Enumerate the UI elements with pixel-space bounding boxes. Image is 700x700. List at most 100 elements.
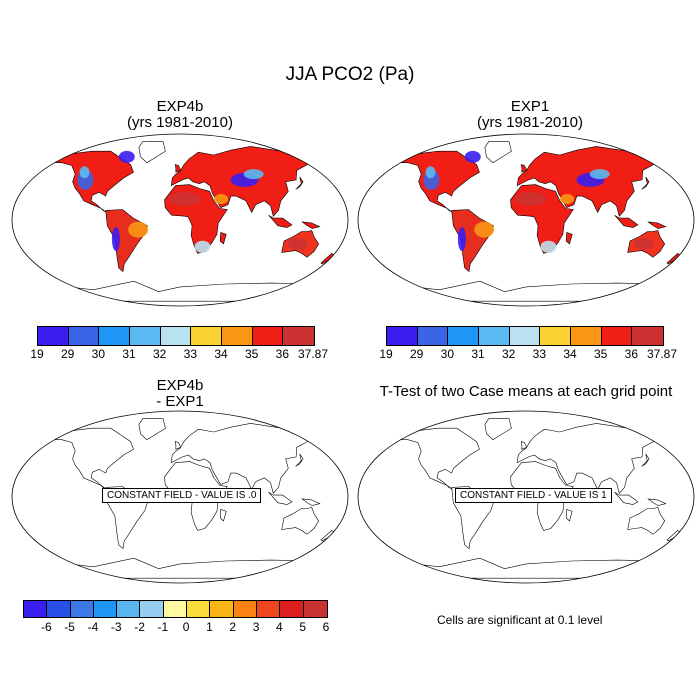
colorbar-difference bbox=[23, 600, 328, 618]
field-patch bbox=[168, 192, 201, 206]
land-indonesia bbox=[268, 491, 293, 505]
colorbar-tick-label: -3 bbox=[110, 620, 122, 634]
colorbar-swatch bbox=[448, 327, 479, 345]
field-patch bbox=[287, 237, 308, 250]
continents bbox=[43, 141, 336, 302]
colorbar-tick-label: 34 bbox=[563, 347, 577, 361]
colorbar-swatch bbox=[117, 601, 141, 617]
colorbar-difference-labels: -6 -5 -4 -3 -2 -1 0 1 2 3 4 5 6 bbox=[23, 620, 329, 634]
colorbar-tick-label: -2 bbox=[134, 620, 145, 634]
colorbar-tick-label: 34 bbox=[214, 347, 228, 361]
panel-title-diff: EXP4b - EXP1 bbox=[60, 378, 300, 410]
colorbar-swatch bbox=[129, 327, 161, 345]
colorbar-tick-label: -4 bbox=[87, 620, 99, 634]
colorbar-tick-label: 32 bbox=[501, 347, 516, 361]
colorbar-swatch bbox=[252, 327, 284, 345]
colorbar-swatch bbox=[191, 327, 222, 345]
colorbar-swatch bbox=[601, 327, 633, 345]
colorbar-swatch bbox=[93, 601, 118, 617]
field-patch bbox=[214, 194, 229, 204]
field-patch bbox=[457, 227, 466, 252]
land-japan bbox=[641, 453, 650, 467]
land-north-america bbox=[395, 427, 480, 490]
land-greenland bbox=[138, 141, 166, 164]
colorbar-swatch bbox=[160, 327, 192, 345]
land-japan bbox=[295, 453, 304, 467]
land-uk bbox=[520, 441, 528, 450]
land-indonesia bbox=[614, 491, 639, 505]
map-border bbox=[357, 410, 695, 584]
colorbar-swatch bbox=[478, 327, 510, 345]
continents bbox=[43, 418, 336, 579]
colorbar-swatch bbox=[417, 327, 449, 345]
land-australia bbox=[627, 507, 666, 535]
map-exp1 bbox=[357, 133, 695, 307]
colorbar-tick-label: -1 bbox=[157, 620, 169, 634]
land-uk bbox=[174, 164, 182, 173]
panel-title-line1: EXP4b bbox=[156, 377, 204, 394]
colorbar-tick-label: 29 bbox=[60, 347, 75, 361]
colorbar-swatch bbox=[47, 601, 71, 617]
colorbar-swatch bbox=[509, 327, 541, 345]
figure-title: JJA PCO2 (Pa) bbox=[285, 64, 415, 85]
colorbar-swatch bbox=[68, 327, 100, 345]
field-patch bbox=[111, 227, 120, 252]
field-patch bbox=[194, 240, 211, 253]
colorbar-swatch bbox=[24, 601, 48, 617]
colorbar-swatch bbox=[233, 601, 257, 617]
colorbar-swatch bbox=[163, 601, 188, 617]
colorbar-tick-label: 19 bbox=[379, 347, 393, 361]
land-japan bbox=[641, 176, 650, 190]
field-patch bbox=[118, 150, 135, 163]
land-new-guinea bbox=[647, 221, 667, 229]
colorbar-tick-label: 35 bbox=[244, 347, 259, 361]
land-indonesia bbox=[614, 214, 639, 228]
colorbar-exp1 bbox=[386, 326, 664, 346]
panel-title-ttest: T-Test of two Case means at each grid po… bbox=[379, 383, 673, 400]
land-greenland bbox=[484, 418, 512, 441]
panel-title-line2: - EXP1 bbox=[156, 393, 204, 410]
colorbar-tick-label: 29 bbox=[409, 347, 424, 361]
colorbar-tick-label: 36 bbox=[624, 347, 639, 361]
colorbar-tick-label: 37.87 bbox=[646, 347, 678, 361]
colorbar-exp4b bbox=[37, 326, 315, 346]
panel-title-line1: EXP4b bbox=[156, 98, 204, 115]
field-patch bbox=[128, 221, 149, 238]
panel-title-exp4b: EXP4b (yrs 1981-2010) bbox=[60, 99, 300, 131]
map-border bbox=[357, 133, 695, 307]
land-madagascar bbox=[219, 508, 227, 522]
panel-title-line2: (yrs 1981-2010) bbox=[127, 114, 233, 131]
colorbar-exp4b-labels: 19 29 30 31 32 33 34 35 36 37.87 bbox=[30, 347, 328, 361]
colorbar-swatch bbox=[256, 601, 281, 617]
constant-field-label-ttest: CONSTANT FIELD - VALUE IS 1 bbox=[455, 488, 612, 503]
colorbar-tick-label: 37.87 bbox=[297, 347, 329, 361]
colorbar-tick-label: 1 bbox=[206, 620, 213, 634]
constant-field-label-diff: CONSTANT FIELD - VALUE IS .0 bbox=[102, 488, 262, 503]
colorbar-swatch bbox=[280, 601, 304, 617]
field-patch bbox=[540, 240, 557, 253]
land-europe-asia bbox=[516, 423, 660, 494]
field-patch bbox=[79, 166, 90, 179]
land-europe-asia bbox=[170, 423, 314, 494]
colorbar-swatch bbox=[140, 601, 164, 617]
land-antarctica bbox=[389, 280, 663, 302]
land-new-guinea bbox=[301, 498, 321, 506]
colorbar-tick-label: 36 bbox=[275, 347, 290, 361]
land-madagascar bbox=[565, 231, 573, 245]
field-patch bbox=[514, 192, 547, 206]
land-japan bbox=[295, 176, 304, 190]
colorbar-swatch bbox=[38, 327, 69, 345]
colorbar-tick-label: -5 bbox=[64, 620, 75, 634]
colorbar-swatch bbox=[303, 601, 327, 617]
colorbar-tick-label: 31 bbox=[471, 347, 485, 361]
colorbar-swatch bbox=[221, 327, 253, 345]
colorbar-swatch bbox=[210, 601, 234, 617]
land-madagascar bbox=[219, 231, 227, 245]
colorbar-tick-label: 33 bbox=[183, 347, 198, 361]
land-new-guinea bbox=[301, 221, 321, 229]
colorbar-tick-label: 33 bbox=[532, 347, 547, 361]
colorbar-tick-label: 3 bbox=[252, 620, 260, 634]
colorbar-exp1-labels: 19 29 30 31 32 33 34 35 36 37.87 bbox=[379, 347, 677, 361]
colorbar-swatch bbox=[540, 327, 571, 345]
map-border bbox=[11, 410, 349, 584]
